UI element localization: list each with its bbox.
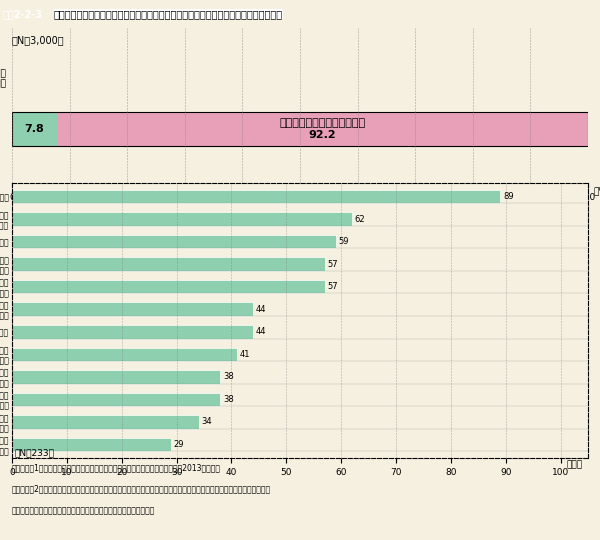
Bar — [12, 190, 500, 203]
Bar — [57, 112, 588, 146]
Text: 34: 34 — [201, 417, 212, 427]
Text: 89: 89 — [503, 192, 514, 201]
Text: 41: 41 — [239, 350, 250, 359]
Text: 7.8: 7.8 — [25, 124, 44, 134]
Text: （備考）　1．消費者庁「インターネット調査「消費生活に関する意識調査」」（2013年度）。: （備考） 1．消費者庁「インターネット調査「消費生活に関する意識調査」」（201… — [12, 463, 221, 472]
Text: 2．「あなたは過去３年間に通信サービス（インターネット回線）の契約や利用に関して、トラブルに遭ったこと: 2．「あなたは過去３年間に通信サービス（インターネット回線）の契約や利用に関して… — [12, 485, 271, 494]
Bar — [12, 415, 199, 429]
Bar — [12, 325, 253, 339]
Text: トラブルに
遭ったことがある: トラブルに 遭ったことがある — [0, 69, 6, 89]
Bar — [12, 302, 253, 316]
Text: 44: 44 — [256, 305, 266, 314]
Bar — [12, 112, 57, 146]
Text: （%）: （%） — [594, 186, 600, 195]
Bar — [12, 393, 220, 406]
Text: 59: 59 — [338, 237, 349, 246]
Text: 38: 38 — [223, 395, 234, 404]
Text: 57: 57 — [328, 260, 338, 268]
Text: 62: 62 — [355, 214, 365, 224]
Text: （N＝233）: （N＝233） — [15, 448, 55, 457]
Text: トラブルに遭ったことがない
92.2: トラブルに遭ったことがない 92.2 — [280, 118, 365, 140]
Text: 38: 38 — [223, 373, 234, 381]
Text: （人）: （人） — [566, 460, 582, 469]
Bar — [12, 438, 171, 451]
Bar — [12, 348, 237, 361]
Bar — [12, 212, 352, 226]
Text: 29: 29 — [174, 440, 184, 449]
Text: （N＝3,000）: （N＝3,000） — [12, 35, 65, 45]
Bar — [12, 370, 220, 383]
Bar — [12, 280, 325, 293]
Bar — [12, 112, 588, 146]
Bar — [12, 235, 335, 248]
Text: 44: 44 — [256, 327, 266, 336]
Bar — [12, 258, 325, 271]
Text: 57: 57 — [328, 282, 338, 291]
Text: 図表2-2-3: 図表2-2-3 — [3, 9, 43, 19]
Text: 通信サービスのトラブルは、販売方法や機能・性能、説明不十分に関するものが目立つ: 通信サービスのトラブルは、販売方法や機能・性能、説明不十分に関するものが目立つ — [54, 9, 283, 19]
Text: はありますか。」との問に対する回答。（複数回答可）: はありますか。」との問に対する回答。（複数回答可） — [12, 507, 155, 515]
